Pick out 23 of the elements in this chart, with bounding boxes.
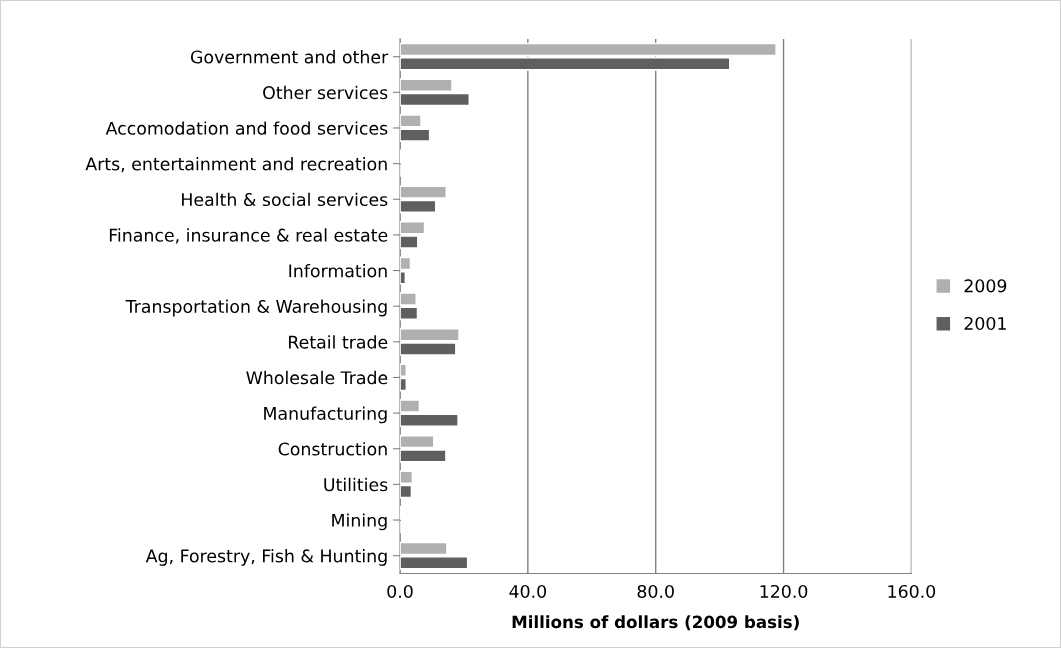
legend-label: 2009 bbox=[964, 279, 1007, 293]
y-tick-label: Wholesale Trade bbox=[246, 370, 388, 385]
y-tick-label: Utilities bbox=[324, 477, 388, 492]
y-tick-label: Accomodation and food services bbox=[105, 121, 388, 135]
y-tick-label: Manufacturing bbox=[264, 406, 387, 424]
y-tick-label: Government and other bbox=[190, 50, 389, 64]
x-tick-label: 80.0 bbox=[637, 584, 674, 599]
x-tick-label: 40.0 bbox=[509, 584, 547, 599]
y-tick-label: Finance, insurance & real estate bbox=[109, 228, 388, 244]
x-tick-label: 0.0 bbox=[387, 584, 413, 599]
x-tick-label: 120.0 bbox=[760, 584, 808, 599]
y-tick-label: Transportation & Warehousing bbox=[125, 299, 387, 317]
y-tick-label: Ag, Forestry, Fish & Hunting bbox=[145, 549, 387, 566]
y-tick-label: Arts, entertainment and recreation bbox=[85, 157, 387, 173]
x-tick-label: 160.0 bbox=[888, 584, 936, 599]
y-tick-label: Other services bbox=[263, 85, 388, 100]
y-tick-label: Mining bbox=[332, 513, 387, 531]
legend-label: 2001 bbox=[964, 316, 1006, 331]
y-tick-label: Health & social services bbox=[182, 192, 388, 207]
y-tick-label: Information bbox=[289, 263, 387, 278]
y-tick-label: Construction bbox=[278, 442, 387, 456]
x-axis-title: Millions of dollars (2009 basis) bbox=[512, 615, 799, 631]
y-tick-label: Retail trade bbox=[289, 335, 388, 349]
